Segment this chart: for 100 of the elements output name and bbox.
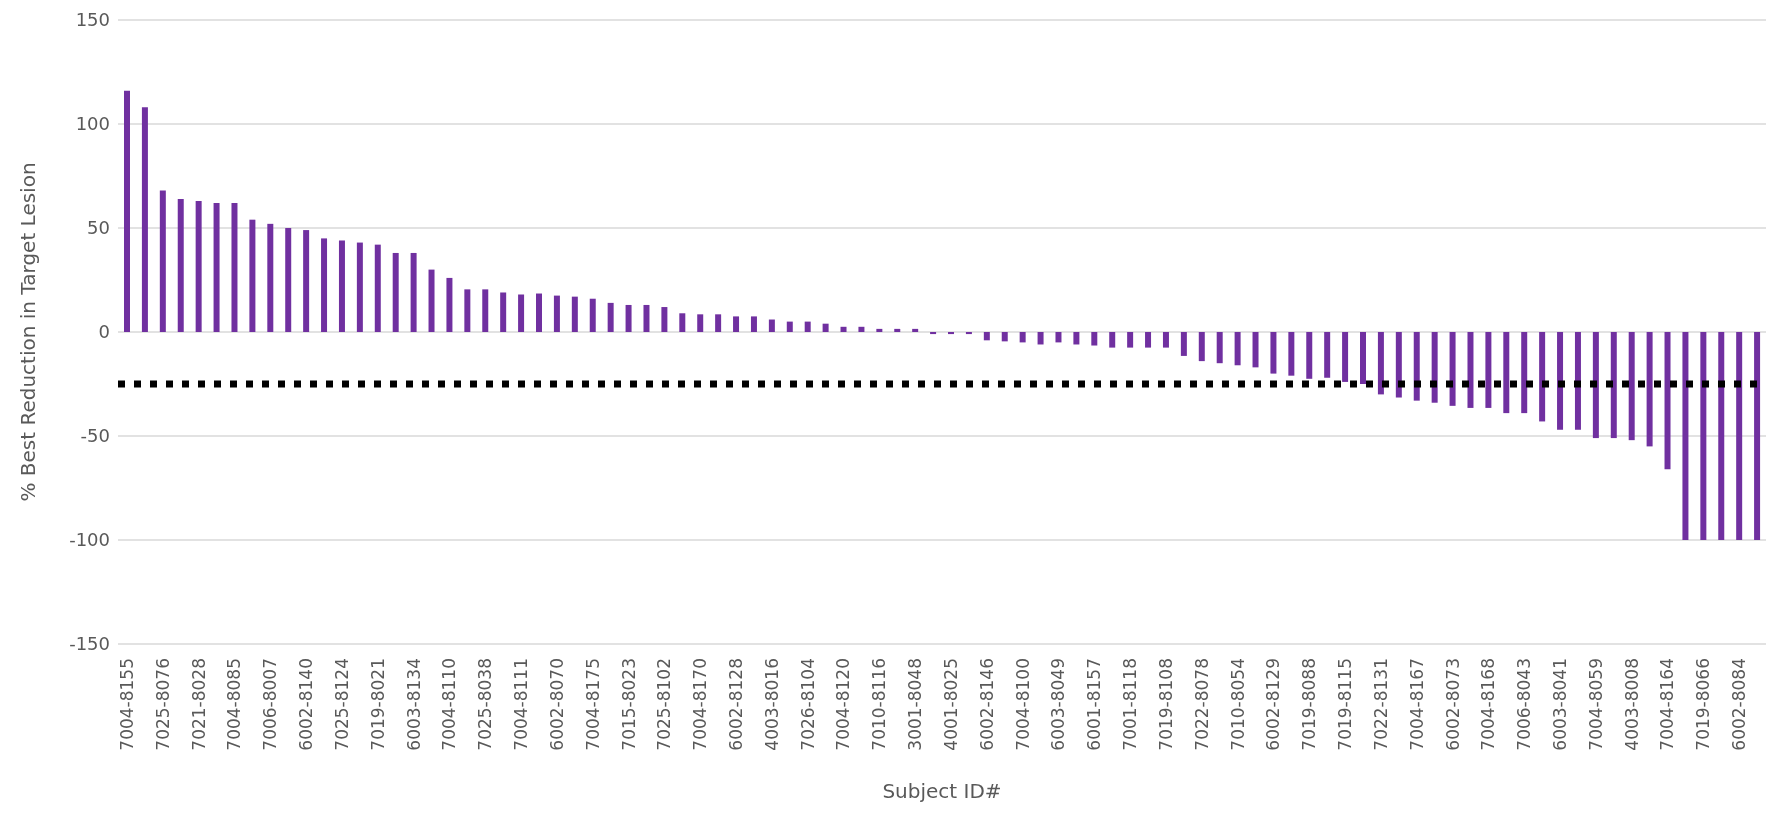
y-tick-label: -150 <box>69 633 110 655</box>
x-tick-label: 7025-8038 <box>475 658 496 751</box>
bar <box>858 326 865 332</box>
x-tick-label: 7006-8043 <box>1514 658 1535 751</box>
x-tick-label: 7004-8111 <box>511 658 532 751</box>
bar <box>1216 332 1223 364</box>
x-tick-label: 6002-8070 <box>546 658 567 751</box>
bar <box>1342 332 1349 382</box>
bar <box>1019 332 1026 343</box>
bar <box>1413 332 1420 401</box>
x-tick-label: 6002-8140 <box>296 658 317 751</box>
bar <box>1377 332 1384 395</box>
bar <box>124 90 130 332</box>
bar <box>625 304 632 332</box>
bar <box>571 296 578 332</box>
x-tick-label: 7019-8021 <box>367 658 388 751</box>
bar <box>1270 332 1277 374</box>
bar <box>804 321 811 332</box>
bar <box>141 107 148 332</box>
bar <box>1449 332 1456 406</box>
x-tick-label: 7004-8167 <box>1406 658 1427 751</box>
bar <box>1037 332 1044 345</box>
x-tick-label: 7004-8155 <box>116 658 137 751</box>
bar <box>679 313 686 332</box>
bar <box>553 295 560 332</box>
x-tick-label: 7004-8170 <box>690 658 711 751</box>
x-tick-label: 7004-8100 <box>1012 658 1033 751</box>
x-tick-label: 7025-8124 <box>331 658 352 751</box>
bar <box>1521 332 1528 414</box>
bar <box>1360 332 1366 384</box>
bar <box>1162 332 1169 348</box>
bar <box>894 328 901 332</box>
bar <box>231 203 238 332</box>
bar <box>1198 332 1205 362</box>
x-tick-label: 6002-8146 <box>976 658 997 751</box>
x-tick-label: 7022-8078 <box>1191 658 1212 751</box>
x-tick-label: 7019-8115 <box>1335 658 1356 751</box>
bar <box>1664 332 1671 470</box>
bar <box>410 252 417 332</box>
bar <box>1539 332 1546 422</box>
bar <box>1467 332 1474 408</box>
bar <box>1485 332 1492 408</box>
x-axis-title: Subject ID# <box>882 779 1002 803</box>
y-tick-label: 50 <box>87 217 110 239</box>
x-tick-label: 7004-8110 <box>439 658 460 751</box>
bar <box>1001 332 1008 342</box>
y-tick-label: 150 <box>75 9 110 31</box>
bar <box>840 326 847 332</box>
bar <box>1055 332 1062 343</box>
x-tick-label: 6002-8129 <box>1263 658 1284 751</box>
x-tick-label: 7019-8088 <box>1299 658 1320 751</box>
bar <box>1682 332 1689 540</box>
bar <box>948 332 954 335</box>
bar <box>159 190 166 332</box>
bar <box>356 242 363 332</box>
bar <box>1610 332 1617 439</box>
x-tick-label: 3001-8048 <box>905 658 926 751</box>
bar <box>965 332 972 335</box>
bar <box>428 269 435 332</box>
bar <box>697 314 704 332</box>
bar <box>446 277 453 332</box>
x-tick-label: 6002-8084 <box>1729 658 1750 751</box>
bar <box>464 289 471 332</box>
y-axis-title: % Best Reduction in Target Lesion <box>16 162 41 502</box>
bar <box>1557 332 1564 430</box>
bar <box>822 323 829 332</box>
bar <box>321 238 328 332</box>
y-tick-label: -50 <box>80 425 110 447</box>
bar <box>589 298 596 332</box>
x-tick-label: 7026-8104 <box>797 658 818 751</box>
bar <box>1736 332 1743 540</box>
x-tick-label: 7001-8118 <box>1120 658 1141 751</box>
bar <box>1700 332 1707 540</box>
x-tick-label: 7019-8108 <box>1155 658 1176 751</box>
bar <box>1718 332 1725 540</box>
x-tick-label: 7025-8076 <box>152 658 173 751</box>
x-tick-label: 7025-8102 <box>654 658 675 751</box>
x-tick-label: 7015-8023 <box>618 658 639 751</box>
bar <box>1503 332 1510 414</box>
y-tick-label: 100 <box>75 113 110 135</box>
x-tick-label: 7019-8066 <box>1693 658 1714 751</box>
bar <box>482 289 489 332</box>
x-tick-label: 4003-8016 <box>761 658 782 751</box>
bar <box>1073 332 1080 345</box>
x-tick-label: 7021-8028 <box>188 658 209 751</box>
x-tick-label: 7004-8059 <box>1585 658 1606 751</box>
x-tick-label: 7004-8120 <box>833 658 854 751</box>
bar <box>1252 332 1259 368</box>
x-tick-label: 6003-8041 <box>1550 658 1570 751</box>
bar <box>1754 332 1761 540</box>
bar <box>303 230 310 332</box>
x-tick-label: 6001-8157 <box>1084 658 1105 751</box>
bar <box>1592 332 1599 439</box>
bar <box>195 200 202 332</box>
bar <box>1574 332 1581 430</box>
bar <box>1646 332 1653 447</box>
bar <box>715 314 722 332</box>
bar <box>177 198 184 332</box>
bar <box>338 240 345 332</box>
bar <box>213 203 220 332</box>
